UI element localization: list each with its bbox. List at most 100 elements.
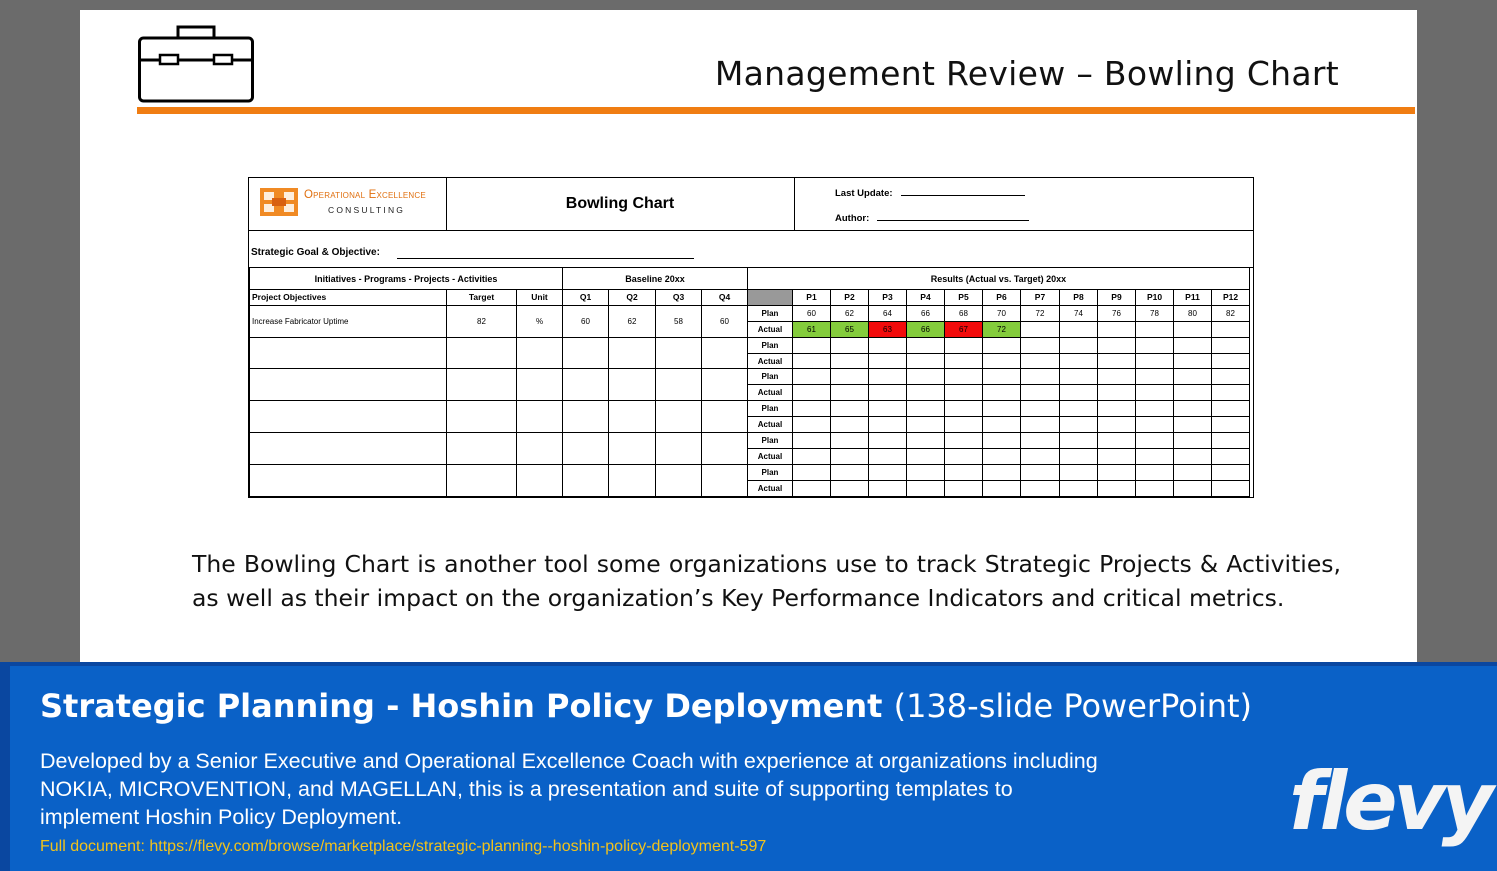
col-unit: Unit	[516, 289, 563, 306]
actual-value-cell	[1211, 320, 1250, 338]
plan-value-cell	[982, 432, 1021, 449]
plan-value-cell	[906, 400, 945, 418]
col-period: P3	[868, 289, 907, 306]
actual-value-cell	[1020, 352, 1060, 370]
plan-value-cell: 66	[906, 304, 945, 322]
col-period: P6	[982, 289, 1021, 306]
baseline-cell	[701, 368, 748, 402]
plan-value-cell	[944, 336, 983, 354]
section-header-row: Initiatives - Programs - Projects - Acti…	[249, 267, 1250, 290]
col-period: P12	[1211, 289, 1250, 306]
plan-value-cell	[1059, 463, 1098, 481]
actual-value-cell	[1135, 352, 1174, 370]
plan-value-cell: 78	[1135, 304, 1174, 322]
actual-value-cell	[906, 447, 945, 465]
actual-value-cell	[906, 479, 945, 497]
plan-value-cell	[1020, 400, 1060, 418]
plan-value-cell	[944, 463, 983, 481]
project-objective-cell	[249, 432, 447, 465]
plan-value-cell	[792, 432, 831, 449]
slide: Management Review – Bowling Chart Operat…	[80, 10, 1417, 671]
plan-value-cell	[1097, 368, 1136, 386]
actual-value-cell	[1020, 416, 1060, 434]
company-logo: Operational Excellence CONSULTING	[249, 178, 447, 230]
banner-title-main: Strategic Planning - Hoshin Policy Deplo…	[40, 687, 883, 725]
plan-value-cell: 68	[944, 304, 983, 322]
plan-label: Plan	[747, 304, 793, 322]
actual-value-cell	[868, 352, 907, 370]
plan-value-cell	[906, 336, 945, 354]
plan-label: Plan	[747, 400, 793, 418]
actual-value-cell	[830, 479, 869, 497]
col-quarter: Q1	[562, 289, 609, 306]
actual-value-cell	[982, 447, 1021, 465]
col-period: P9	[1097, 289, 1136, 306]
slide-title: Management Review – Bowling Chart	[714, 54, 1339, 93]
actual-value-cell	[1097, 447, 1136, 465]
baseline-cell: 60	[562, 304, 609, 338]
baseline-cell	[562, 463, 609, 497]
col-period: P4	[906, 289, 945, 306]
plan-row: Plan	[249, 368, 1250, 402]
col-period: P11	[1173, 289, 1212, 306]
plan-value-cell	[982, 368, 1021, 386]
actual-value-cell	[830, 416, 869, 434]
last-update-label: Last Update:	[835, 188, 893, 199]
col-period: P5	[944, 289, 983, 306]
plan-value-cell	[1211, 400, 1250, 418]
plan-value-cell: 82	[1211, 304, 1250, 322]
unit-cell	[516, 463, 563, 497]
project-objective-cell	[249, 336, 447, 370]
actual-value-cell	[1173, 479, 1212, 497]
actual-value-cell	[1097, 479, 1136, 497]
target-cell	[446, 463, 517, 497]
actual-value-cell	[830, 447, 869, 465]
column-header-row: Project Objectives Target Unit Q1 Q2 Q3 Q4 P1 P2…	[249, 289, 1250, 306]
actual-value-cell	[1020, 384, 1060, 402]
plan-label: Plan	[747, 432, 793, 449]
author-label: Author:	[835, 213, 870, 224]
plan-value-cell	[906, 463, 945, 481]
target-cell: 82	[446, 304, 517, 338]
plan-value-cell	[830, 336, 869, 354]
full-document-link[interactable]: Full document: https://flevy.com/browse/…	[40, 838, 767, 855]
flevy-logo[interactable]: flevy	[1289, 755, 1494, 848]
logo-name: Operational Excellence	[304, 189, 426, 201]
col-period: P7	[1020, 289, 1060, 306]
plan-label: Plan	[747, 336, 793, 354]
plan-value-cell	[944, 400, 983, 418]
actual-label: Actual	[747, 320, 793, 338]
plan-value-cell	[1211, 336, 1250, 354]
target-cell	[446, 400, 517, 434]
briefcase-icon	[138, 25, 254, 103]
plan-value-cell	[868, 432, 907, 449]
plan-value-cell	[1211, 368, 1250, 386]
plan-value-cell	[868, 400, 907, 418]
plan-value-cell	[1059, 432, 1098, 449]
plan-value-cell	[1173, 336, 1212, 354]
baseline-cell: 62	[608, 304, 656, 338]
actual-value-cell	[830, 352, 869, 370]
banner-title-slide-count: (138-slide PowerPoint)	[893, 687, 1252, 725]
plan-label: Plan	[747, 463, 793, 481]
plan-value-cell: 64	[868, 304, 907, 322]
plan-value-cell	[1020, 336, 1060, 354]
plan-value-cell	[1173, 368, 1212, 386]
actual-value-cell	[944, 384, 983, 402]
baseline-cell: 60	[701, 304, 748, 338]
baseline-cell	[608, 368, 656, 402]
actual-value-cell	[982, 416, 1021, 434]
section-baseline: Baseline 20xx	[562, 267, 748, 290]
actual-value-cell	[1059, 447, 1098, 465]
actual-value-cell	[906, 352, 945, 370]
plan-value-cell	[868, 336, 907, 354]
actual-row: Actual	[250, 479, 1250, 497]
actual-value-cell	[1020, 447, 1060, 465]
col-objectives: Project Objectives	[249, 289, 447, 306]
actual-label: Actual	[747, 447, 793, 465]
plan-value-cell	[906, 432, 945, 449]
banner-description: Developed by a Senior Executive and Oper…	[40, 749, 1098, 829]
actual-value-cell: 66	[906, 320, 945, 338]
actual-value-cell	[1135, 384, 1174, 402]
plan-value-cell	[830, 400, 869, 418]
